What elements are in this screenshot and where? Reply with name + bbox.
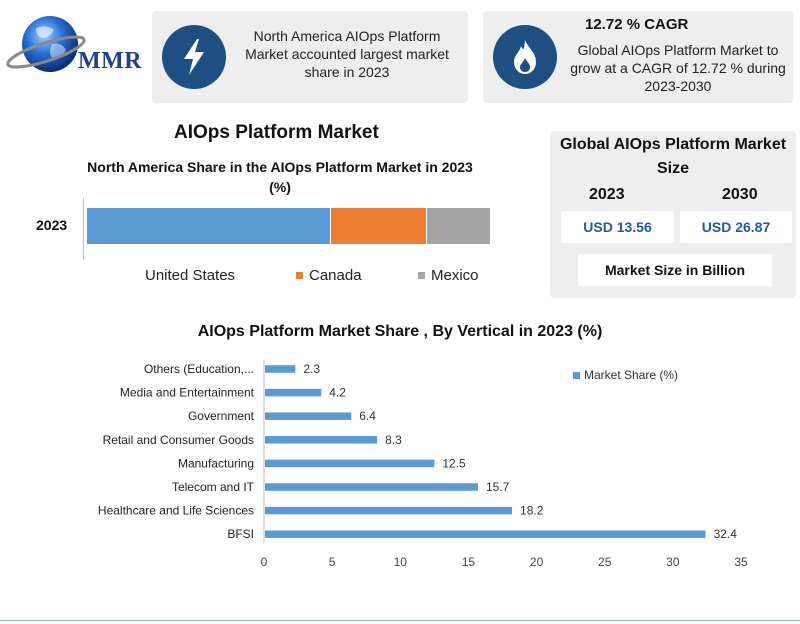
north-america-highlight-card: North America AIOps Platform Market acco… (152, 11, 468, 103)
stacked-axis-line (83, 198, 84, 260)
x-tick-label: 20 (530, 555, 544, 569)
globe-icon (6, 16, 86, 72)
bottom-divider (0, 620, 800, 621)
market-size-value-2023: USD 13.56 (561, 211, 674, 243)
legend-canada: Canada (296, 267, 362, 284)
market-size-unit-label: Market Size in Billion (578, 254, 772, 286)
data-label: 18.2 (520, 504, 544, 518)
cagr-title: 12.72 % CAGR (585, 16, 689, 33)
data-label: 8.3 (385, 433, 402, 447)
legend-label-mexico: Mexico (431, 267, 479, 284)
category-label: Government (188, 409, 255, 423)
x-tick-label: 5 (329, 555, 336, 569)
legend-label-canada: Canada (309, 267, 362, 284)
cagr-highlight-card: 12.72 % CAGR Global AIOps Platform Marke… (483, 11, 793, 103)
data-label: 2.3 (303, 362, 320, 376)
category-label: Manufacturing (178, 456, 254, 470)
bar-5 (265, 483, 478, 491)
legend-united-states: United States (132, 267, 235, 284)
market-size-year-2023: 2023 (589, 186, 625, 203)
data-label: 12.5 (442, 456, 466, 470)
category-label: Healthcare and Life Sciences (98, 504, 254, 518)
data-label: 4.2 (329, 386, 346, 400)
lightning-icon (162, 25, 226, 89)
legend-swatch-mexico (418, 272, 425, 279)
category-label: Retail and Consumer Goods (103, 433, 254, 447)
bar-6 (265, 506, 513, 515)
x-tick-label: 0 (261, 555, 268, 569)
stacked-segment-united-states (87, 208, 331, 244)
legend-swatch-market-share (573, 372, 580, 379)
stacked-segment-mexico (427, 208, 490, 244)
category-label: Media and Entertainment (120, 386, 255, 400)
bar-4 (265, 459, 435, 468)
legend-swatch-canada (296, 272, 303, 279)
bar-1 (265, 388, 322, 397)
category-label: Others (Education,... (144, 362, 254, 376)
bar-0 (265, 365, 296, 373)
legend-label-united-states: United States (145, 267, 236, 284)
market-size-year-2030: 2030 (722, 186, 758, 203)
bar-3 (265, 436, 378, 444)
bar-7 (265, 530, 706, 538)
bar-2 (265, 412, 352, 420)
north-america-highlight-text: North America AIOps Platform Market acco… (245, 28, 449, 80)
x-tick-label: 10 (394, 555, 408, 569)
legend-mexico: Mexico (418, 267, 479, 284)
flame-icon (493, 25, 557, 89)
x-tick-label: 35 (734, 555, 748, 569)
market-size-title: Global AIOps Platform Market Size (559, 136, 787, 177)
data-label: 6.4 (359, 409, 376, 423)
stacked-segment-canada (331, 208, 427, 244)
market-size-value-2030: USD 26.87 (680, 211, 792, 243)
logo-text: MMR (78, 48, 143, 74)
stacked-year-label: 2023 (36, 217, 68, 233)
mmr-logo: MMR (6, 8, 156, 78)
section-title: AIOps Platform Market (174, 122, 379, 143)
data-label: 15.7 (486, 480, 510, 494)
vertical-bar-chart: Others (Education,... 2.3 Media and Entert… (98, 360, 748, 569)
cagr-text: Global AIOps Platform Market to grow at … (570, 42, 786, 94)
legend-label-market-share: Market Share (%) (584, 368, 678, 382)
category-label: Telecom and IT (172, 480, 255, 494)
legend-swatch-united-states (132, 272, 139, 279)
data-label: 32.4 (714, 527, 738, 541)
x-tick-label: 15 (462, 555, 476, 569)
north-america-chart-title: North America Share in the AIOps Platfor… (87, 159, 473, 195)
x-tick-label: 25 (598, 555, 612, 569)
vertical-chart-title: AIOps Platform Market Share , By Vertica… (197, 323, 603, 340)
x-tick-label: 30 (666, 555, 680, 569)
category-label: BFSI (227, 527, 254, 541)
